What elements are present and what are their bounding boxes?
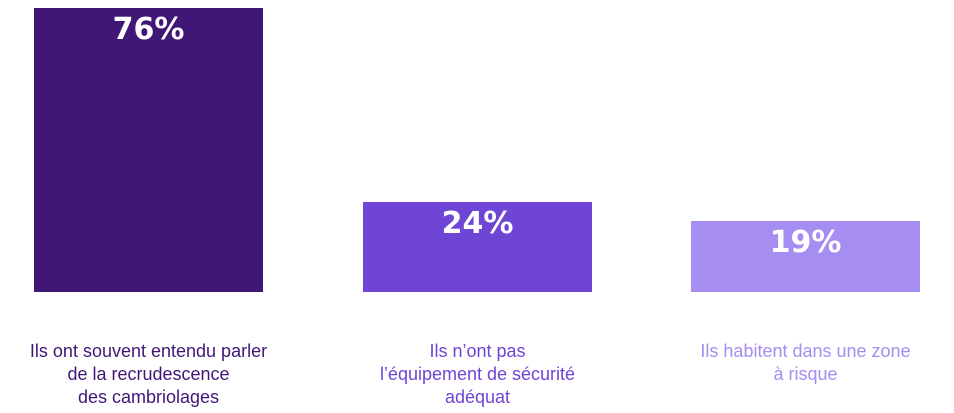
bar-value-label-0: 76% — [112, 12, 185, 47]
bar-0 — [34, 8, 263, 292]
bar-value-label-1: 24% — [441, 206, 514, 242]
bar-value-label-2: 19% — [769, 225, 842, 260]
category-label-1: Ils n’ont pas l’équipement de sécurité a… — [379, 341, 576, 407]
bar-2 — [691, 221, 920, 292]
bar-1 — [363, 202, 592, 292]
category-label-0: Ils ont souvent entendu parler de la rec… — [29, 341, 268, 407]
category-label-2: Ils habitent dans une zone à risque — [700, 341, 911, 384]
